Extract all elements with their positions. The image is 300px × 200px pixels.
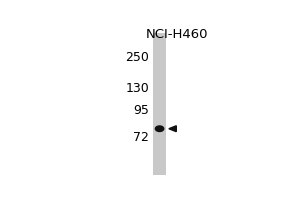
Text: NCI-H460: NCI-H460 — [146, 28, 208, 41]
Text: 130: 130 — [125, 82, 149, 95]
Text: 250: 250 — [125, 51, 149, 64]
Text: 95: 95 — [133, 104, 149, 117]
Circle shape — [155, 126, 164, 131]
Text: 72: 72 — [133, 131, 149, 144]
Polygon shape — [169, 126, 176, 132]
Bar — [153, 33, 166, 175]
